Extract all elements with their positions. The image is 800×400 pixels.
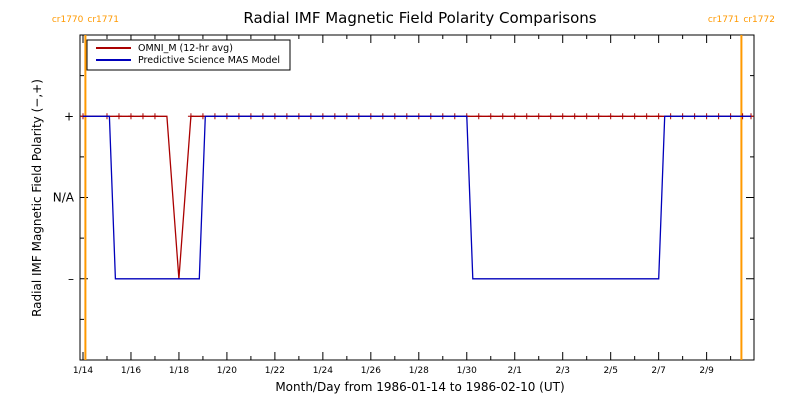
- series-point-marker: [139, 113, 146, 120]
- carrington-markers: cr1770 cr1771 cr1771 cr1772: [52, 15, 775, 360]
- legend: OMNI_M (12-hr avg) Predictive Science MA…: [86, 39, 291, 71]
- x-tick-label: 1/20: [217, 366, 237, 376]
- series-line-1: [83, 115, 751, 280]
- series-point-marker: [631, 113, 638, 120]
- series-point-marker: [475, 113, 482, 120]
- series-line-0: [83, 115, 751, 279]
- series-point-marker: [487, 113, 494, 120]
- x-tick-label: 2/1: [507, 366, 521, 376]
- x-axis-label: Month/Day from 1986-01-14 to 1986-02-10 …: [275, 380, 564, 394]
- y-tick-label: +: [64, 109, 74, 123]
- series-point-marker: [655, 113, 662, 120]
- carrington-label-left: cr1770: [52, 15, 84, 25]
- x-axis-ticks: 1/14 1/16 1/18 1/20 1/22 1/24 1/26 1/28 1/30 2/1 2…: [73, 35, 732, 376]
- y-tick-label: N/A: [53, 191, 75, 205]
- carrington-label-right: cr1772: [743, 15, 775, 25]
- series-point-marker: [583, 113, 590, 120]
- series-point-marker: [571, 113, 578, 120]
- series-point-marker: [535, 113, 542, 120]
- x-tick-label: 2/9: [699, 366, 714, 376]
- x-tick-label: 1/30: [457, 366, 477, 376]
- chart-title: Radial IMF Magnetic Field Polarity Compa…: [243, 9, 596, 27]
- series-point-marker: [619, 113, 626, 120]
- x-tick-label: 2/3: [555, 366, 569, 376]
- series-point-marker: [595, 113, 602, 120]
- x-tick-label: 1/22: [265, 366, 285, 376]
- x-tick-label: 2/7: [651, 366, 665, 376]
- series-point-marker: [499, 113, 506, 120]
- x-tick-label: 1/24: [313, 366, 333, 376]
- y-axis-label: Radial IMF Magnetic Field Polarity (−,+): [30, 79, 44, 317]
- y-axis-ticks: + N/A –: [53, 75, 754, 320]
- legend-label-mas: Predictive Science MAS Model: [138, 55, 280, 66]
- legend-label-omni: OMNI_M (12-hr avg): [138, 43, 233, 54]
- series-point-marker: [643, 113, 650, 120]
- x-tick-label: 1/26: [361, 366, 381, 376]
- series-point-marker: [187, 113, 194, 120]
- series-point-marker: [127, 113, 134, 120]
- series-lines: [80, 113, 754, 280]
- x-tick-label: 2/5: [603, 366, 617, 376]
- carrington-label-right: cr1771: [87, 15, 119, 25]
- x-tick-label: 1/28: [409, 366, 429, 376]
- series-point-marker: [511, 113, 518, 120]
- carrington-label-left: cr1771: [708, 15, 740, 25]
- series-point-marker: [151, 113, 158, 120]
- y-tick-label: –: [68, 272, 74, 286]
- x-tick-label: 1/16: [121, 366, 141, 376]
- plot-frame: [79, 34, 755, 361]
- series-point-marker: [547, 113, 554, 120]
- x-tick-label: 1/14: [73, 366, 93, 376]
- series-point-marker: [523, 113, 530, 120]
- series-point-marker: [559, 113, 566, 120]
- legend-box: [86, 39, 291, 71]
- series-point-marker: [115, 113, 122, 120]
- x-tick-label: 1/18: [169, 366, 189, 376]
- series-point-marker: [607, 113, 614, 120]
